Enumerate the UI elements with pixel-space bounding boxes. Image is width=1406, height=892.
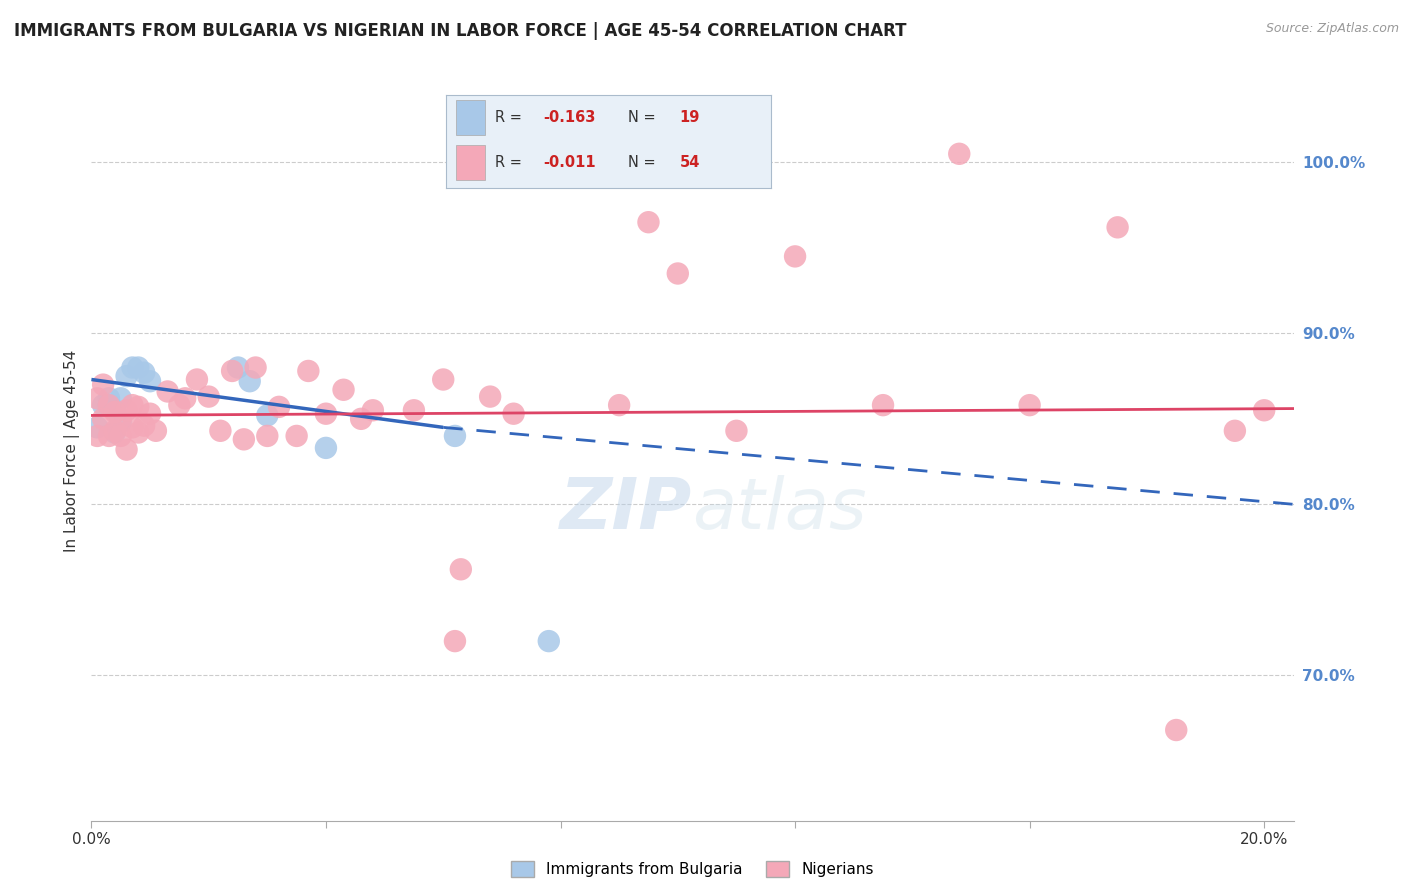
Point (239, 374, 262, 388)
Point (121, 360, 143, 375)
Point (115, 442, 138, 457)
Point (104, 424, 127, 438)
Text: IMMIGRANTS FROM BULGARIA VS NIGERIAN IN LABOR FORCE | AGE 45-54 CORRELATION CHAR: IMMIGRANTS FROM BULGARIA VS NIGERIAN IN … (14, 22, 907, 40)
Point (450, 562, 472, 576)
Point (115, 403, 138, 417)
Point (444, 634, 467, 648)
Text: Source: ZipAtlas.com: Source: ZipAtlas.com (1265, 22, 1399, 36)
Point (285, 429, 308, 443)
Point (156, 384, 179, 399)
Point (110, 429, 132, 443)
Point (402, 403, 425, 417)
Point (110, 415, 132, 429)
Point (232, 433, 254, 447)
Point (267, 400, 290, 414)
Point (134, 366, 156, 380)
Point (134, 418, 156, 433)
Point (502, 407, 524, 421)
Point (1166, 723, 1188, 737)
Point (256, 429, 278, 443)
Text: ZIP: ZIP (560, 475, 692, 544)
Point (332, 383, 354, 397)
Point (121, 420, 143, 434)
Point (666, 267, 689, 281)
Legend: Immigrants from Bulgaria, Nigerians: Immigrants from Bulgaria, Nigerians (505, 855, 880, 883)
Point (110, 412, 132, 426)
Point (145, 424, 167, 438)
Point (209, 424, 232, 438)
Point (350, 412, 373, 426)
Point (86, 392, 108, 406)
Point (127, 400, 149, 414)
Point (104, 405, 127, 419)
Point (783, 249, 806, 263)
Point (91, 398, 114, 412)
Point (197, 390, 219, 404)
Point (607, 398, 630, 412)
Point (174, 392, 197, 406)
Point (91, 412, 114, 426)
Point (110, 392, 132, 406)
Point (104, 425, 127, 440)
Point (245, 360, 267, 375)
Point (1223, 424, 1246, 438)
Point (637, 215, 659, 229)
Point (127, 360, 149, 375)
Point (139, 374, 162, 388)
Point (127, 425, 149, 440)
Point (315, 407, 337, 421)
Point (361, 403, 384, 417)
Point (432, 372, 454, 386)
Text: atlas: atlas (692, 475, 868, 544)
Point (1107, 220, 1129, 235)
Point (226, 360, 249, 375)
Point (872, 398, 894, 412)
Point (479, 390, 502, 404)
Point (121, 398, 143, 412)
Point (98, 398, 121, 412)
Point (315, 441, 337, 455)
Point (444, 429, 467, 443)
Point (86, 429, 108, 443)
Point (91, 377, 114, 392)
Point (186, 372, 208, 386)
Point (1018, 398, 1040, 412)
Point (725, 424, 748, 438)
Point (948, 146, 970, 161)
Point (98, 398, 121, 412)
Point (115, 369, 138, 384)
Point (86, 420, 108, 434)
Point (98, 429, 121, 443)
Point (537, 634, 560, 648)
Point (256, 409, 278, 423)
Point (1253, 403, 1275, 417)
Point (98, 392, 121, 406)
Point (297, 364, 319, 378)
Point (104, 403, 127, 417)
Y-axis label: In Labor Force | Age 45-54: In Labor Force | Age 45-54 (65, 350, 80, 551)
Point (221, 364, 243, 378)
Point (169, 398, 191, 412)
Point (139, 407, 162, 421)
